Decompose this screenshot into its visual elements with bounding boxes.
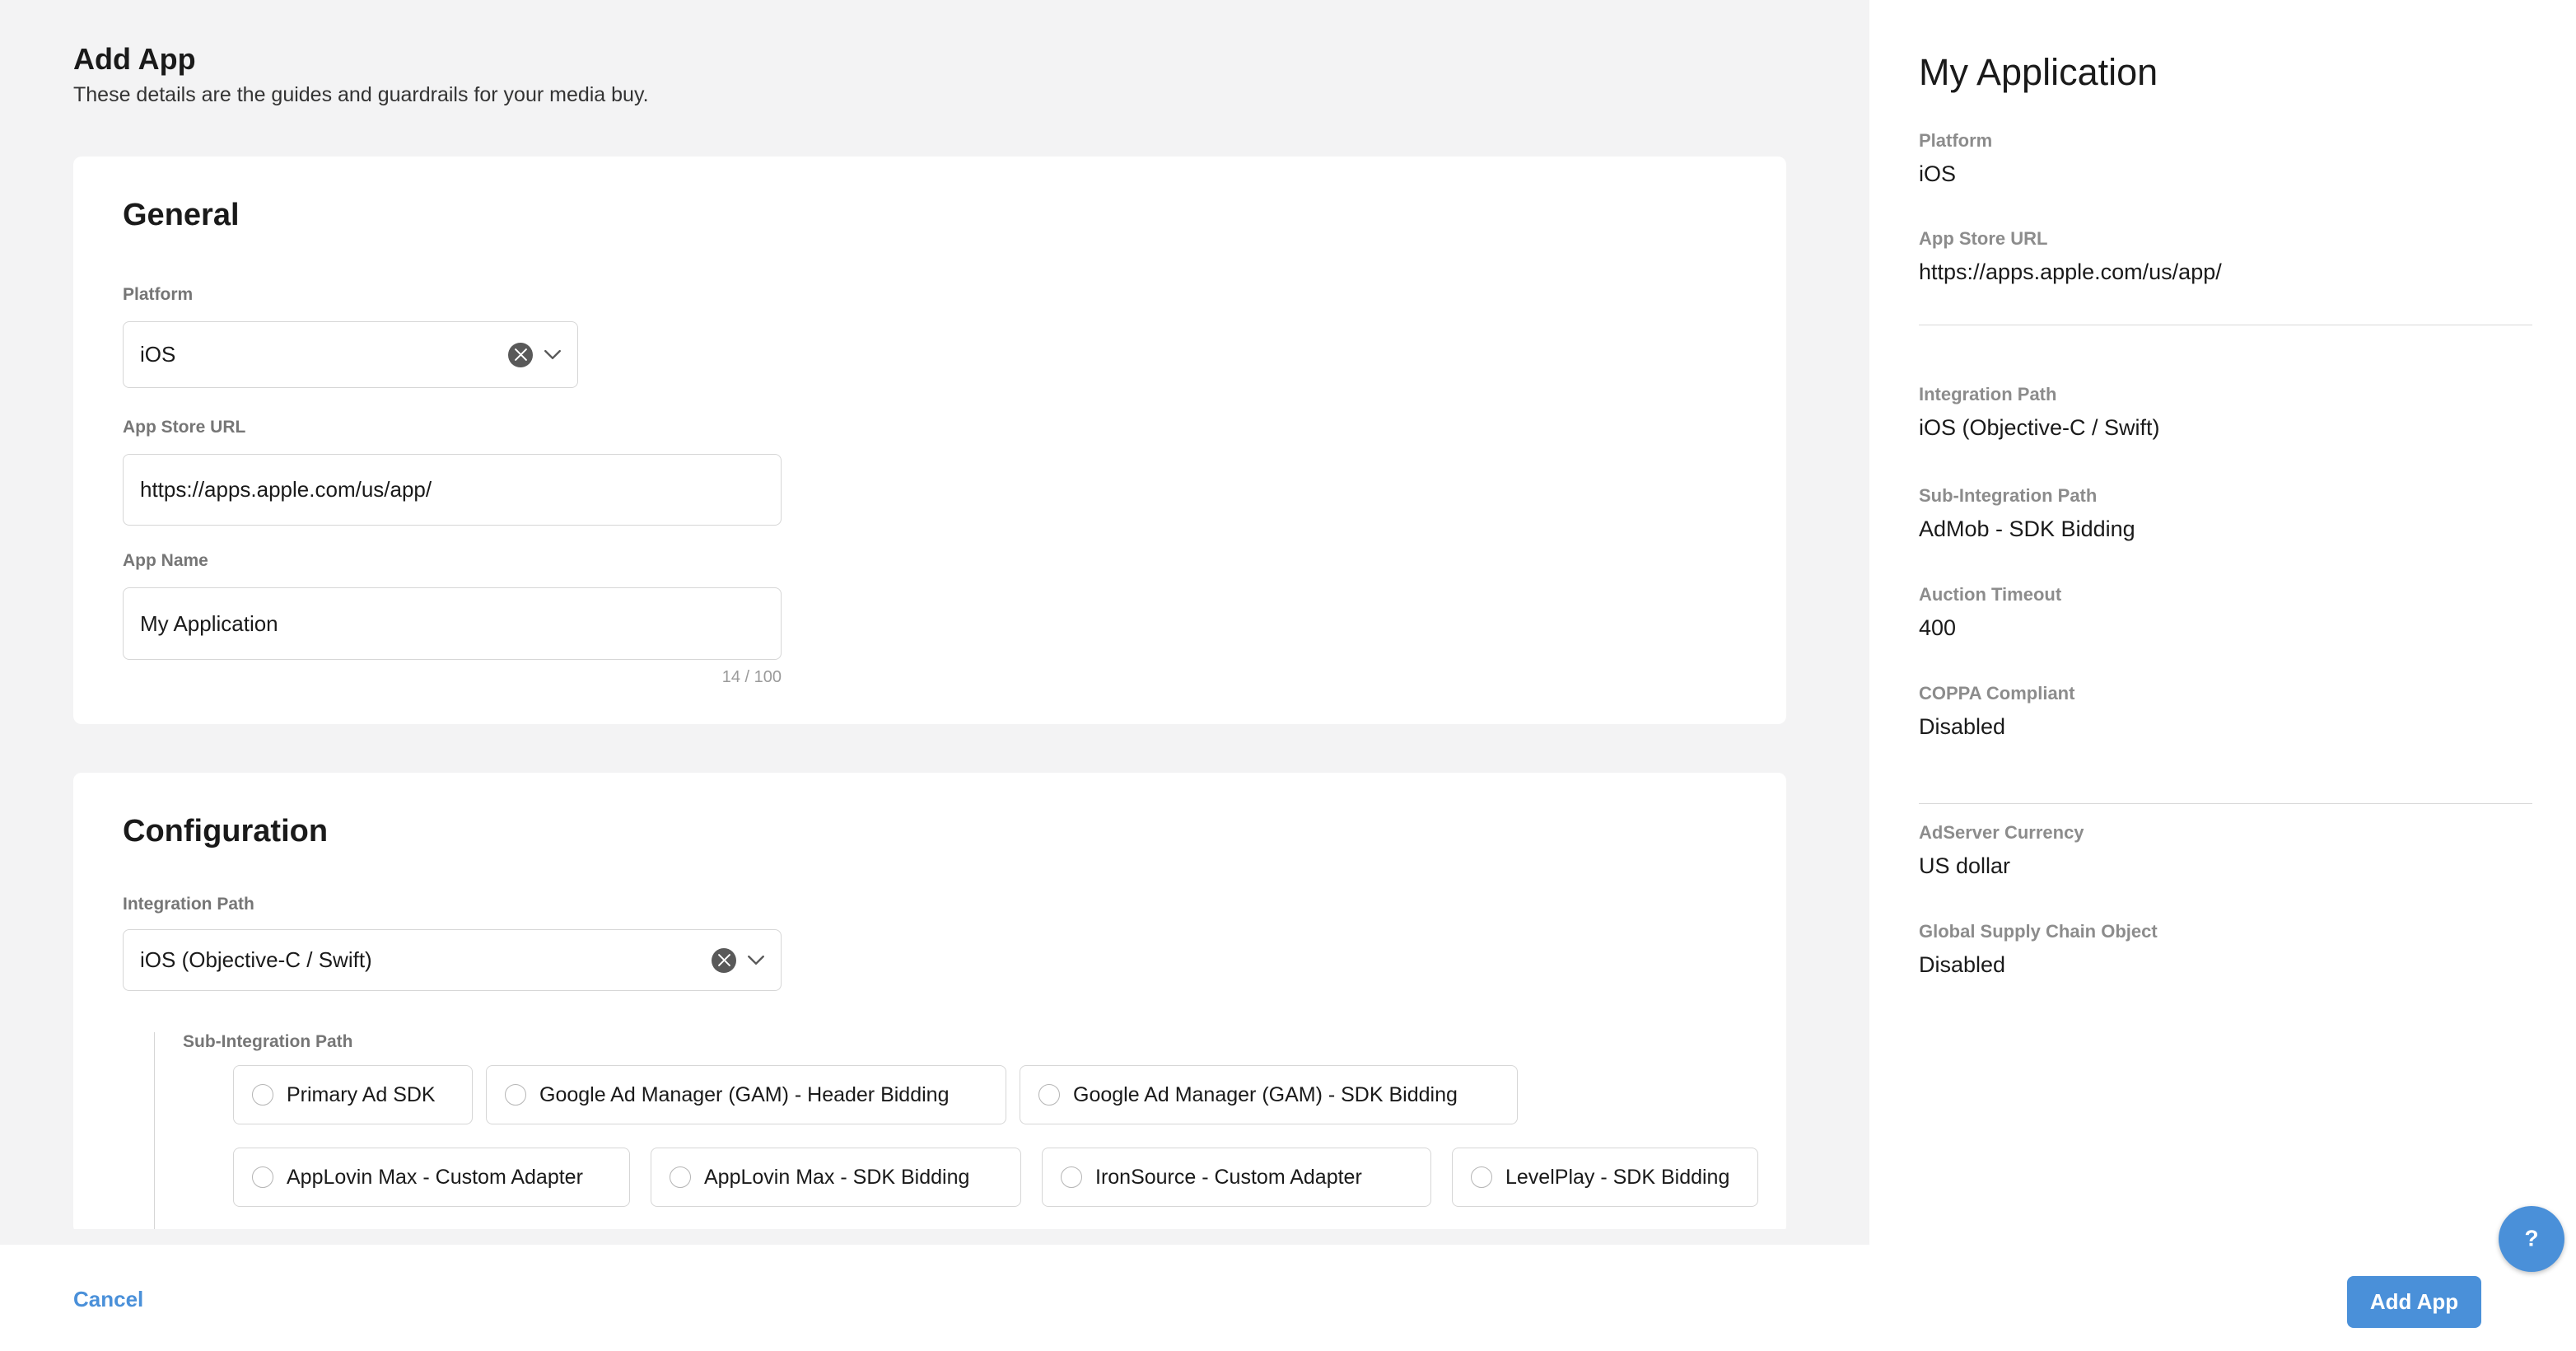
svg-text:?: ?: [2524, 1226, 2538, 1251]
